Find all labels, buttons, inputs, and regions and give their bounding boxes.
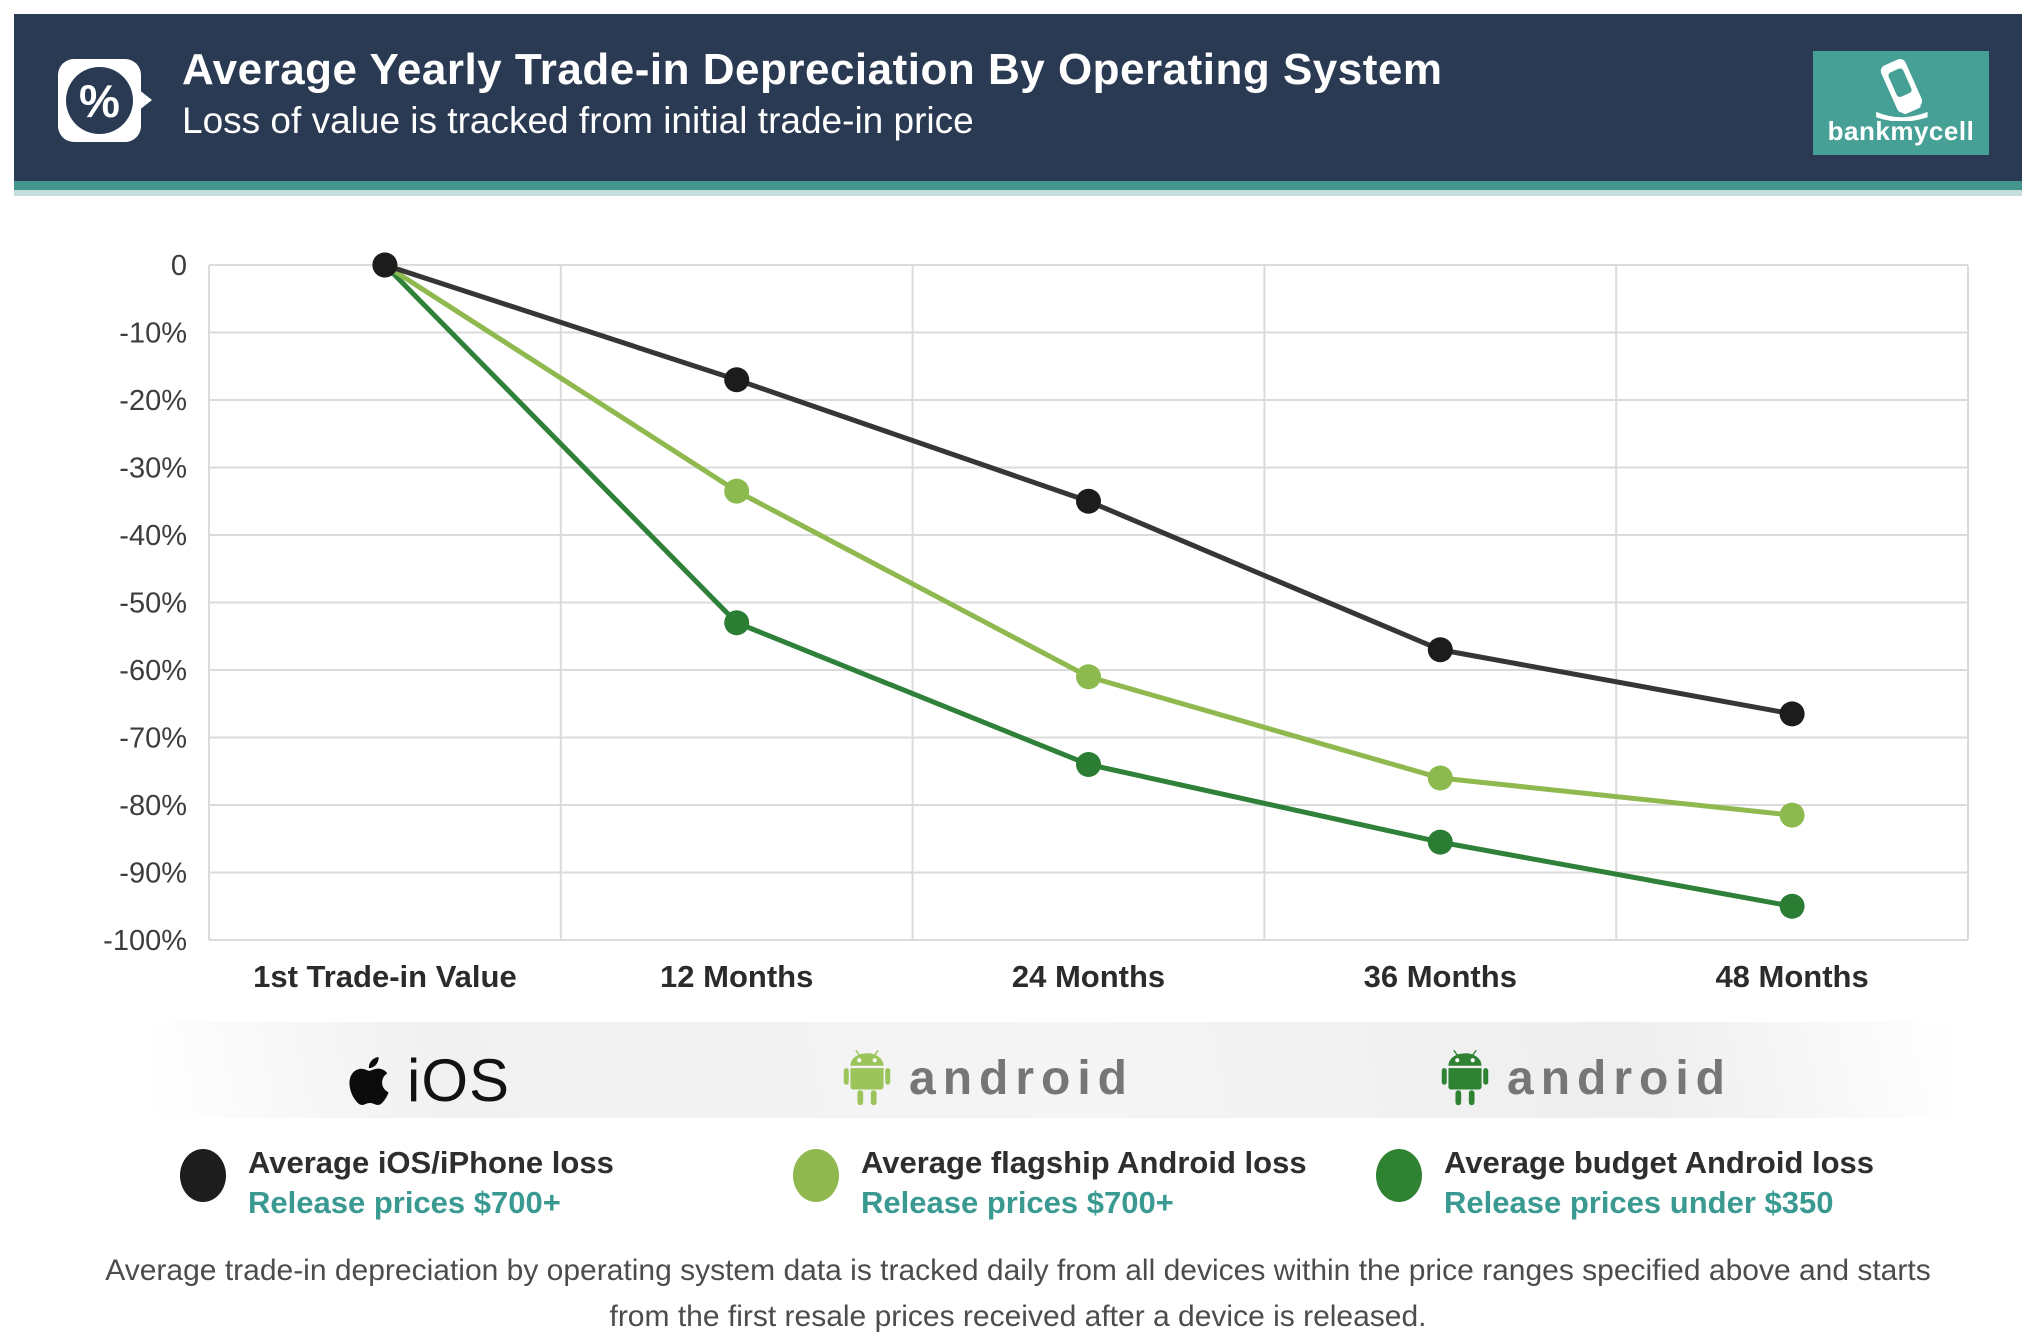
series-line xyxy=(382,262,1795,909)
android-wordmark: android xyxy=(909,1051,1134,1105)
header-text-block: Average Yearly Trade-in Depreciation By … xyxy=(182,42,1443,144)
y-tick-label: 0 xyxy=(171,250,187,282)
footer-text: Average trade-in depreciation by operati… xyxy=(105,1254,1931,1333)
x-tick-label: 48 Months xyxy=(1715,959,1868,994)
logos-background-band xyxy=(150,1022,1954,1118)
legend-dot-ios xyxy=(180,1149,226,1202)
data-point xyxy=(724,367,750,393)
page-title: Average Yearly Trade-in Depreciation By … xyxy=(182,45,1443,94)
brand-name: bankmycell xyxy=(1827,116,1975,146)
legend-dot-budget xyxy=(1376,1149,1422,1202)
x-tick-label: 1st Trade-in Value xyxy=(253,959,517,994)
data-point xyxy=(1427,829,1453,855)
x-tick-label: 12 Months xyxy=(660,959,813,994)
android-wordmark: android xyxy=(1507,1051,1732,1105)
x-tick-label: 24 Months xyxy=(1012,959,1165,994)
depreciation-line-chart: 0 -10% -20% -30% -40% -50% -60% -70% -80% -90% -10… xyxy=(103,250,1969,994)
page-subtitle: Loss of value is tracked from initial tr… xyxy=(182,100,974,141)
legend-item-budget-android: Average budget Android loss Release pric… xyxy=(1376,1143,1874,1223)
data-point xyxy=(1076,664,1101,690)
percent-symbol: % xyxy=(66,67,133,134)
teal-accent-strip-light xyxy=(14,190,2022,196)
data-point xyxy=(1076,752,1101,777)
y-tick-label: -60% xyxy=(119,655,187,687)
data-point xyxy=(1427,637,1453,663)
ios-wordmark: iOS xyxy=(407,1047,511,1114)
data-point xyxy=(1779,802,1805,828)
legend-price-range: Release prices $700+ xyxy=(861,1185,1174,1220)
android-flagship-logo: android xyxy=(843,1050,1134,1106)
legend-price-range: Release prices $700+ xyxy=(248,1185,561,1220)
teal-accent-strip xyxy=(14,181,2022,190)
y-tick-label: -40% xyxy=(119,520,187,552)
data-point xyxy=(1779,893,1805,919)
legend-item-flagship-android: Average flagship Android loss Release pr… xyxy=(793,1143,1307,1223)
data-point xyxy=(724,610,750,636)
android-budget-logo: android xyxy=(1441,1050,1732,1106)
percent-badge-icon: % xyxy=(58,59,152,142)
legend-dot-flagship xyxy=(793,1149,839,1202)
phone-piggybank-icon xyxy=(1876,59,1928,121)
speech-bubble-tail-icon xyxy=(138,89,152,111)
footer-note: Average trade-in depreciation by operati… xyxy=(0,1248,2036,1340)
legend-name: Average budget Android loss xyxy=(1444,1145,1875,1180)
data-point xyxy=(1779,701,1805,727)
y-tick-label: -50% xyxy=(119,588,187,620)
y-tick-label: -80% xyxy=(119,790,187,822)
bankmycell-logo: bankmycell xyxy=(1813,51,1989,155)
y-tick-label: -20% xyxy=(119,385,187,417)
legend-name: Average iOS/iPhone loss xyxy=(248,1145,614,1180)
y-tick-label: -30% xyxy=(119,453,187,485)
y-tick-label: -100% xyxy=(103,925,187,957)
y-tick-label: -70% xyxy=(119,723,187,755)
y-tick-label: -90% xyxy=(119,858,187,890)
legend-price-range: Release prices under $350 xyxy=(1444,1185,1834,1220)
data-point xyxy=(372,252,398,278)
ios-logo: iOS xyxy=(345,1046,510,1115)
apple-icon xyxy=(349,1056,389,1105)
android-robot-icon xyxy=(843,1050,891,1106)
x-tick-label: 36 Months xyxy=(1364,959,1517,994)
data-point xyxy=(1427,765,1453,791)
legend-item-ios: Average iOS/iPhone loss Release prices $… xyxy=(180,1143,614,1223)
android-robot-icon xyxy=(1441,1050,1489,1106)
legend-name: Average flagship Android loss xyxy=(861,1145,1307,1180)
y-tick-label: -10% xyxy=(119,318,187,350)
data-point xyxy=(724,478,750,504)
header-bar: % Average Yearly Trade-in Depreciation B… xyxy=(14,14,2022,181)
data-point xyxy=(1076,488,1101,514)
series-line xyxy=(382,262,1795,818)
